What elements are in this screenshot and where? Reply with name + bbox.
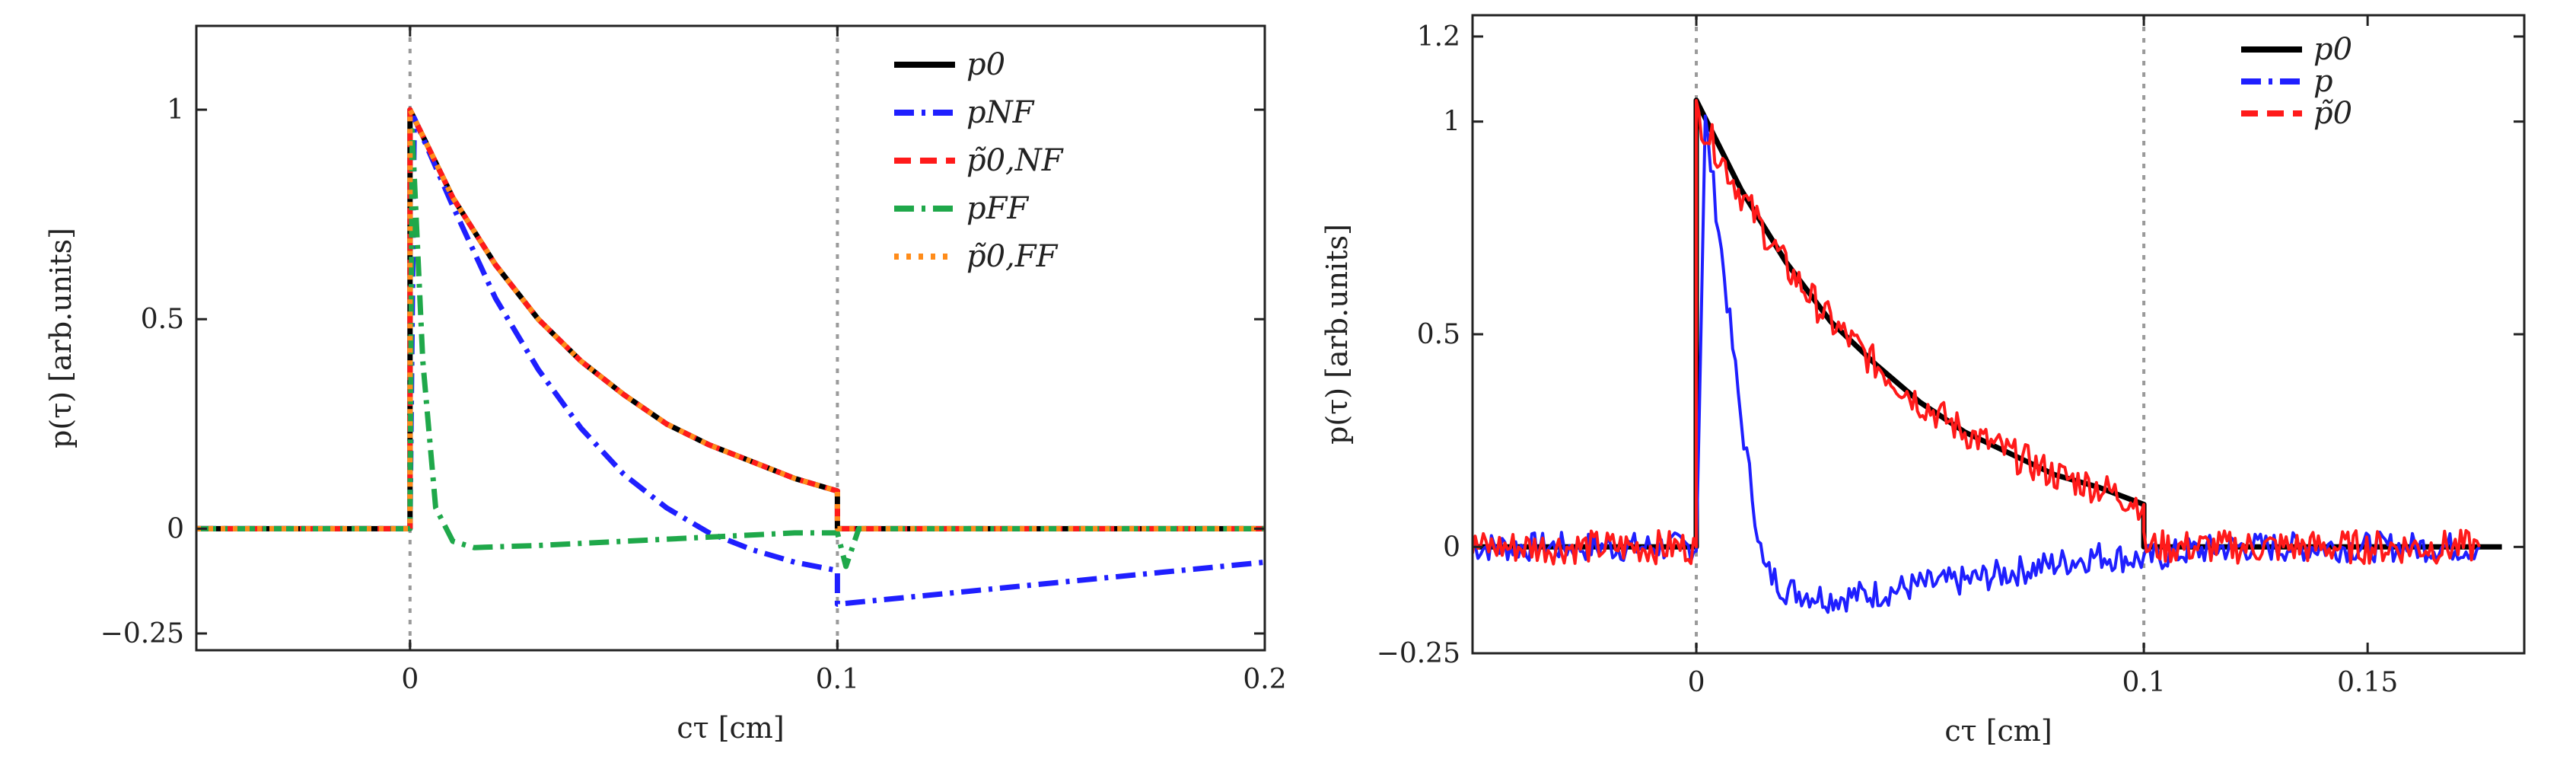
series-line-3 — [196, 107, 1265, 531]
x-tick-label: 0.15 — [2337, 667, 2398, 698]
legend-label: p̃0,NF — [966, 143, 1064, 178]
x-axis-label: cτ [cm] — [1944, 714, 2052, 748]
series-line-2 — [196, 115, 1265, 607]
legend-label: p0 — [2313, 32, 2352, 67]
y-tick-label: 0.5 — [141, 304, 184, 335]
y-axis-label: p(τ) [arb.units] — [1320, 224, 1354, 445]
plot-area — [196, 107, 1265, 607]
series-line-2 — [1473, 114, 2481, 614]
x-tick-label: 0.1 — [2122, 667, 2165, 698]
series-line-4 — [196, 128, 1265, 570]
axes-frame — [1471, 14, 2526, 655]
x-tick-label: 0 — [1688, 667, 1705, 698]
series-line-3 — [1473, 99, 2482, 566]
series-line-1 — [1473, 97, 2502, 550]
x-axis-label: cτ [cm] — [677, 711, 784, 745]
y-tick-label: 1.2 — [1417, 21, 1460, 53]
legend-label: p0 — [966, 47, 1005, 82]
chart-panel-2: 0 0.1 0.15 −0.25 0 0.5 1 1.2 cτ [cm] p(τ) [arb.un… — [1320, 14, 2526, 748]
y-tick-label: 1 — [167, 94, 184, 126]
legend-label: pFF — [966, 191, 1029, 226]
legend-label: p̃0,FF — [966, 239, 1059, 274]
y-tick-label: −0.25 — [100, 618, 184, 649]
legend-label: pNF — [966, 95, 1035, 130]
y-axis-label: p(τ) [arb.units] — [44, 228, 78, 448]
y-tick-label: 1 — [1443, 107, 1460, 138]
x-tick-label: 0.1 — [816, 664, 859, 695]
legend-label: p — [2313, 64, 2333, 99]
x-tick-label: 0.2 — [1243, 664, 1286, 695]
chart-panel-1: 0 0.1 0.2 −0.25 0 0.5 1 cτ [cm] p(τ) [arb.units]… — [44, 24, 1287, 745]
plot-area — [1473, 97, 2502, 614]
x-tick-label: 0 — [401, 664, 419, 695]
series-line-1 — [196, 107, 1265, 531]
axes-frame — [195, 24, 1266, 652]
legend: p0 pNF p̃0,NF pFF p̃0,FF — [894, 47, 1064, 274]
legend-label: p̃0 — [2313, 96, 2352, 131]
y-tick-label: 0 — [1443, 531, 1460, 563]
y-tick-label: 0.5 — [1417, 319, 1460, 350]
y-tick-label: −0.25 — [1377, 638, 1460, 669]
series-line-5 — [196, 107, 1265, 531]
y-tick-label: 0 — [167, 513, 184, 544]
